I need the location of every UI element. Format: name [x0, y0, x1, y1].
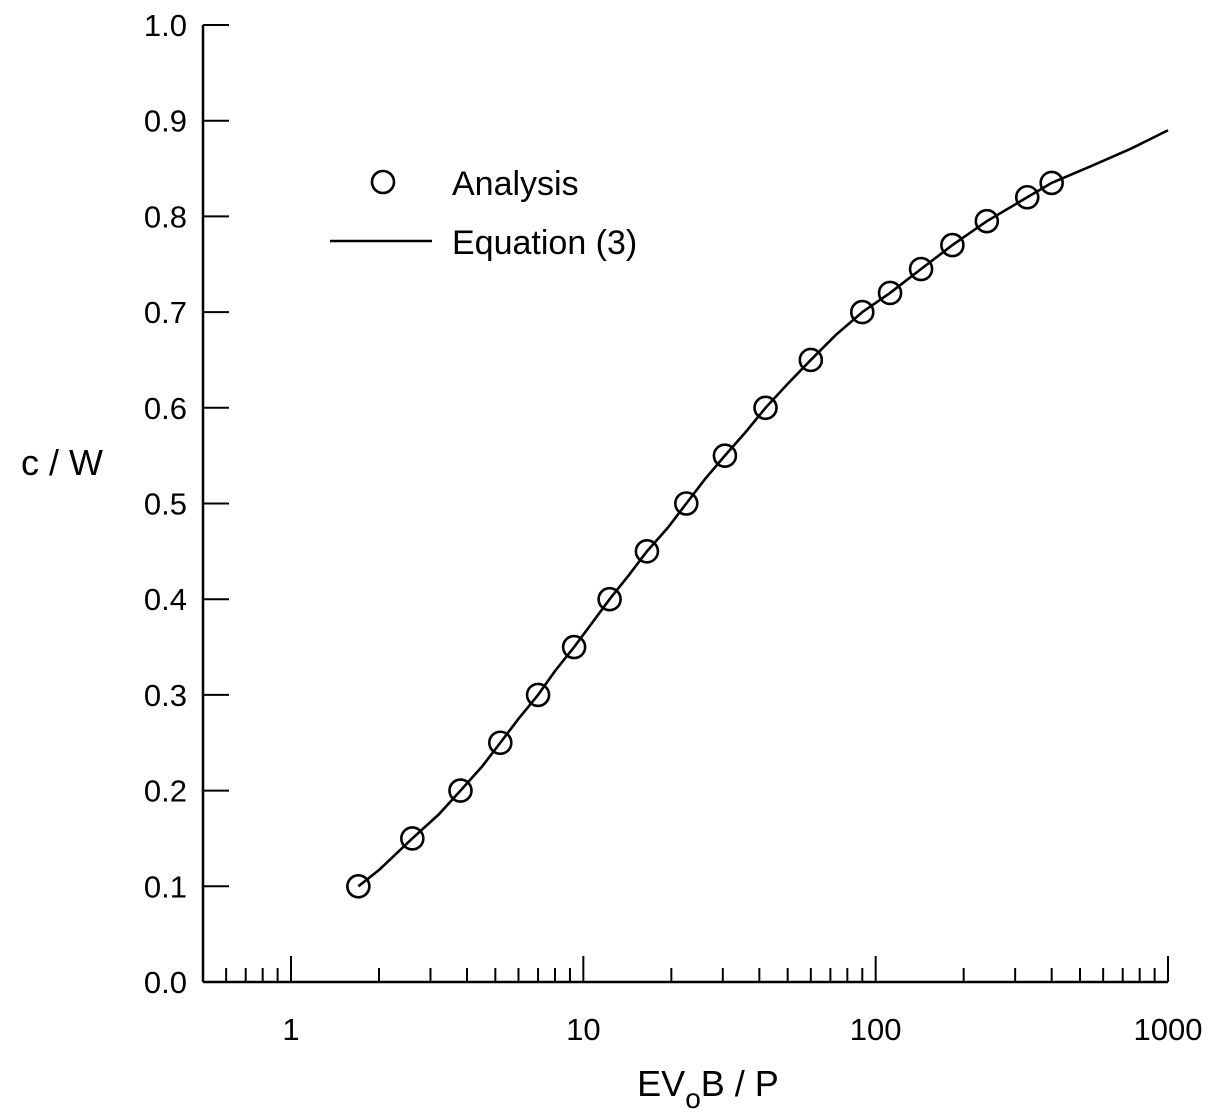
analysis-point — [1039, 170, 1064, 196]
x-tick-label-10: 10 — [566, 1012, 600, 1047]
analysis-point — [753, 395, 778, 421]
y-tick-label-0.7: 0.7 — [144, 295, 187, 330]
y-tick-label-0.4: 0.4 — [144, 582, 187, 617]
legend-analysis-marker — [370, 169, 396, 195]
y-tick-label-0.8: 0.8 — [144, 199, 187, 234]
analysis-point — [974, 208, 1000, 234]
y-axis-title: c / W — [21, 442, 103, 483]
legend: Analysis Equation (3) — [330, 165, 637, 262]
x-tick-label-100: 100 — [850, 1012, 902, 1047]
analysis-point — [448, 778, 473, 803]
analysis-point — [877, 280, 903, 306]
x-axis-title-subscript: o — [685, 1083, 701, 1114]
y-tick-label-0.6: 0.6 — [144, 391, 187, 426]
y-tick-label-0.5: 0.5 — [144, 487, 187, 522]
analysis-point — [346, 873, 371, 899]
y-tick-label-0.9: 0.9 — [144, 104, 187, 139]
analysis-point — [400, 826, 425, 851]
analysis-markers-layer — [346, 170, 1064, 899]
analysis-point — [525, 682, 551, 708]
legend-analysis-label: Analysis — [452, 165, 579, 203]
y-tick-label-0.3: 0.3 — [144, 678, 187, 713]
x-axis-title: EVoB / P — [637, 1063, 779, 1114]
y-tick-label-0.2: 0.2 — [144, 774, 187, 809]
equation-curve-layer — [357, 129, 1169, 888]
x-axis-title-rest: B / P — [701, 1063, 779, 1104]
equation-3-curve — [357, 129, 1169, 888]
analysis-point — [712, 443, 738, 468]
y-axis-ticks: 0.0 0.1 0.2 0.3 0.4 0.5 0.6 0.7 0.8 0.9 1.0 — [144, 8, 229, 1000]
analysis-point — [673, 491, 699, 516]
analysis-point — [561, 634, 587, 660]
y-tick-label-0.0: 0.0 — [144, 965, 187, 1000]
analysis-point — [908, 256, 934, 282]
x-tick-label-1: 1 — [282, 1012, 299, 1047]
x-axis-title-main: EV — [637, 1063, 685, 1104]
legend-equation-label: Equation (3) — [452, 224, 637, 262]
analysis-point — [1014, 184, 1040, 210]
analysis-point — [488, 730, 513, 756]
analysis-point — [798, 347, 824, 373]
analysis-point — [597, 586, 622, 612]
analysis-point — [634, 539, 660, 564]
x-axis-ticks: 1 10 100 1000 — [202, 956, 1203, 1047]
y-tick-label-1.0: 1.0 — [144, 8, 187, 43]
analysis-point — [940, 232, 965, 258]
y-tick-label-0.1: 0.1 — [144, 869, 187, 904]
analysis-point — [849, 299, 875, 325]
x-tick-label-1000: 1000 — [1134, 1012, 1203, 1047]
